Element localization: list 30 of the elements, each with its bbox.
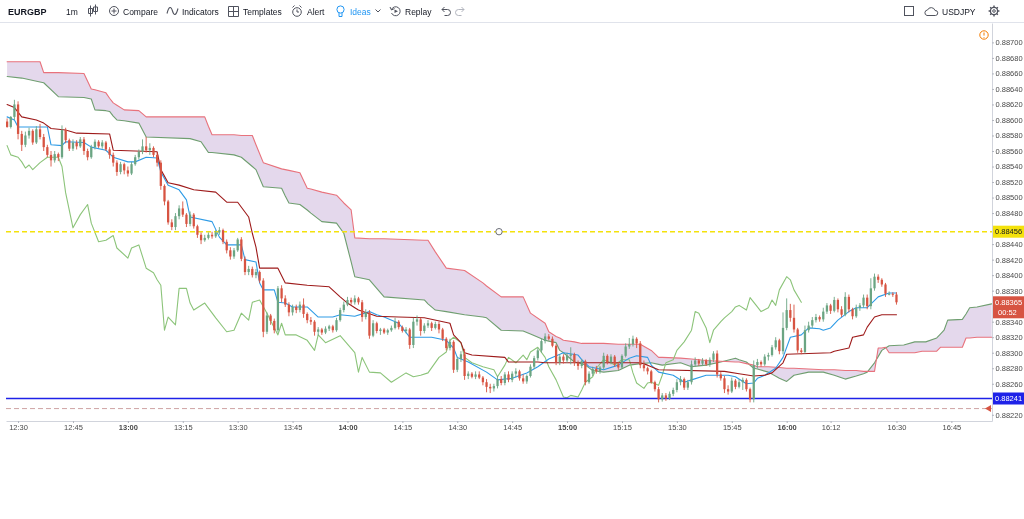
candlestick xyxy=(463,348,466,381)
text: Compare xyxy=(123,6,159,17)
candlestick xyxy=(13,99,16,121)
text: USDJPY xyxy=(942,6,976,17)
candlestick xyxy=(803,325,807,354)
text: Templates xyxy=(243,6,282,17)
candlestick xyxy=(891,291,894,298)
candlestick xyxy=(265,311,269,335)
candlestick xyxy=(415,315,419,327)
text: Replay xyxy=(405,6,433,17)
chart-title: EURGBP xyxy=(8,6,47,17)
candlestick xyxy=(426,319,430,329)
line-series xyxy=(6,145,802,399)
candlestick xyxy=(408,327,411,350)
candlestick xyxy=(459,350,463,363)
candlestick xyxy=(71,138,75,152)
text: Indicators xyxy=(182,6,219,17)
candlestick xyxy=(404,326,408,334)
candlestick xyxy=(126,166,130,178)
candlestick xyxy=(302,297,305,319)
candlestick xyxy=(584,359,587,386)
candlestick xyxy=(368,309,371,340)
text: Ideas xyxy=(350,6,371,17)
candlestick xyxy=(569,346,572,365)
text: Alert xyxy=(307,6,326,17)
candlestick xyxy=(639,340,642,369)
candlestick xyxy=(240,236,243,262)
text: 1m xyxy=(66,6,78,17)
candlestick xyxy=(888,290,891,296)
candlestick xyxy=(858,302,861,312)
